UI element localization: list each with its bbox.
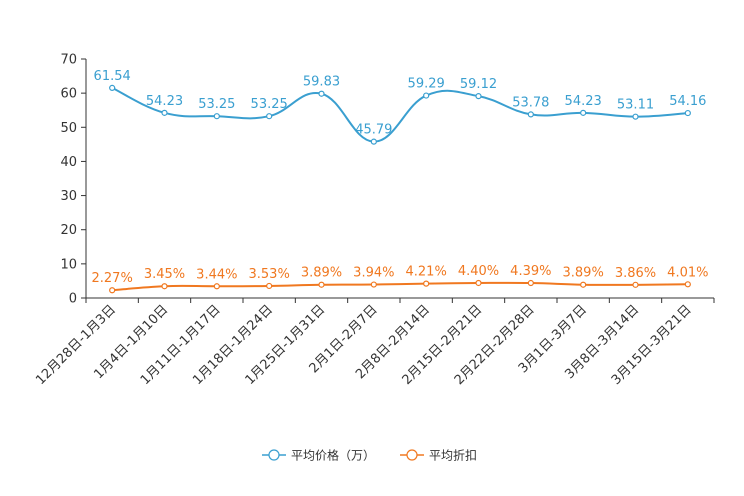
data-label: 4.01% [667, 265, 708, 280]
data-label: 3.53% [249, 267, 290, 282]
series-1: 61.54 54.23 53.25 53.25 59.83 45.79 59.29 59.12… [94, 69, 706, 145]
data-label: 61.54 [94, 69, 131, 84]
legend-item-2[interactable]: 平均折扣 [400, 448, 477, 463]
series-layer: 61.54 54.23 53.25 53.25 59.83 45.79 59.29 59.12… [92, 69, 708, 294]
data-label: 59.12 [460, 77, 497, 92]
data-label: 4.40% [458, 264, 499, 279]
data-point [423, 280, 430, 287]
data-label: 3.86% [615, 266, 656, 281]
data-point [266, 113, 273, 120]
data-point [266, 282, 273, 290]
axes: 01020304050607012月28日-1月3日1月4日-1月10日1月11… [33, 53, 715, 388]
data-label: 53.25 [198, 97, 235, 112]
data-point [527, 279, 534, 287]
data-point [580, 109, 587, 116]
data-point [475, 93, 482, 100]
data-label: 53.25 [251, 97, 288, 112]
data-label: 2.27% [92, 271, 133, 286]
legend-label: 平均折扣 [429, 448, 477, 463]
data-point [632, 281, 639, 288]
data-point [370, 281, 377, 288]
data-label: 59.83 [303, 75, 340, 90]
data-label: 3.89% [301, 266, 342, 281]
data-point [684, 109, 691, 117]
y-tick-label: 30 [60, 189, 77, 204]
data-label: 3.94% [353, 266, 394, 281]
data-point [423, 92, 430, 99]
data-point [684, 281, 691, 288]
y-tick-label: 40 [60, 155, 77, 170]
data-point [318, 281, 325, 288]
legend[interactable]: 平均价格（万） 平均折扣 [262, 448, 477, 463]
legend-label: 平均价格（万） [291, 448, 375, 463]
data-point [109, 84, 116, 91]
data-point [370, 138, 377, 145]
data-label: 4.39% [510, 264, 551, 279]
y-tick-label: 60 [60, 87, 77, 102]
y-tick-label: 70 [60, 53, 77, 68]
data-point [580, 281, 587, 288]
data-label: 3.44% [196, 267, 237, 282]
data-label: 59.29 [408, 77, 445, 92]
data-label: 53.11 [617, 98, 654, 113]
y-tick-label: 10 [60, 257, 77, 272]
data-point [213, 283, 220, 290]
legend-marker [268, 449, 280, 461]
data-point [161, 283, 168, 290]
y-tick-label: 50 [60, 121, 77, 136]
series-line [112, 281, 688, 292]
series-2: 2.27% 3.45% 3.44% 3.53% 3.89% 3.94% 4.21% 4.40%… [92, 264, 708, 294]
legend-item-1[interactable]: 平均价格（万） [262, 448, 375, 463]
data-point [527, 111, 534, 118]
data-label: 53.78 [512, 95, 549, 110]
data-point [161, 109, 168, 116]
data-point [318, 90, 325, 97]
data-label: 3.89% [563, 266, 604, 281]
data-label: 54.23 [565, 94, 602, 109]
data-label: 45.79 [355, 123, 392, 138]
data-label: 54.23 [146, 94, 183, 109]
data-label: 4.21% [406, 265, 447, 280]
data-point [213, 113, 220, 120]
legend-marker [406, 449, 418, 461]
data-point [632, 113, 639, 120]
data-point [109, 287, 116, 294]
y-tick-label: 20 [60, 223, 77, 238]
data-point [475, 279, 482, 287]
data-label: 54.16 [669, 94, 706, 109]
data-label: 3.45% [144, 267, 185, 282]
y-tick-label: 0 [69, 292, 77, 307]
